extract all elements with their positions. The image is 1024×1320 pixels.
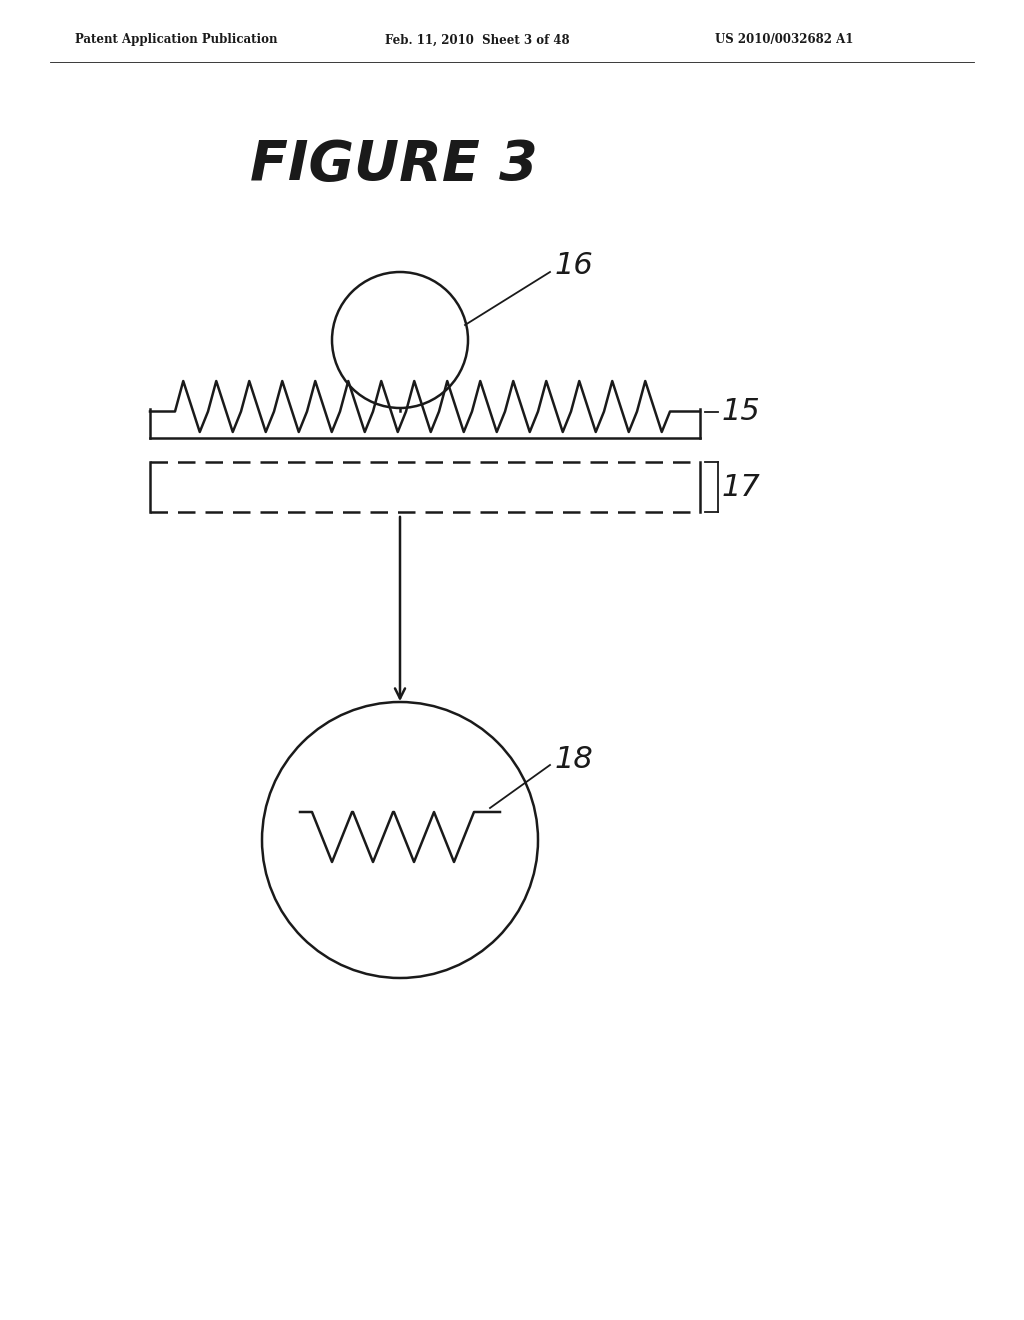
Text: US 2010/0032682 A1: US 2010/0032682 A1 xyxy=(715,33,853,46)
Text: 16: 16 xyxy=(555,251,594,280)
Text: FIGURE 3: FIGURE 3 xyxy=(250,139,538,191)
Text: 17: 17 xyxy=(722,473,761,502)
Text: 18: 18 xyxy=(555,746,594,775)
Text: Patent Application Publication: Patent Application Publication xyxy=(75,33,278,46)
Text: 15: 15 xyxy=(722,397,761,426)
Text: Feb. 11, 2010  Sheet 3 of 48: Feb. 11, 2010 Sheet 3 of 48 xyxy=(385,33,569,46)
